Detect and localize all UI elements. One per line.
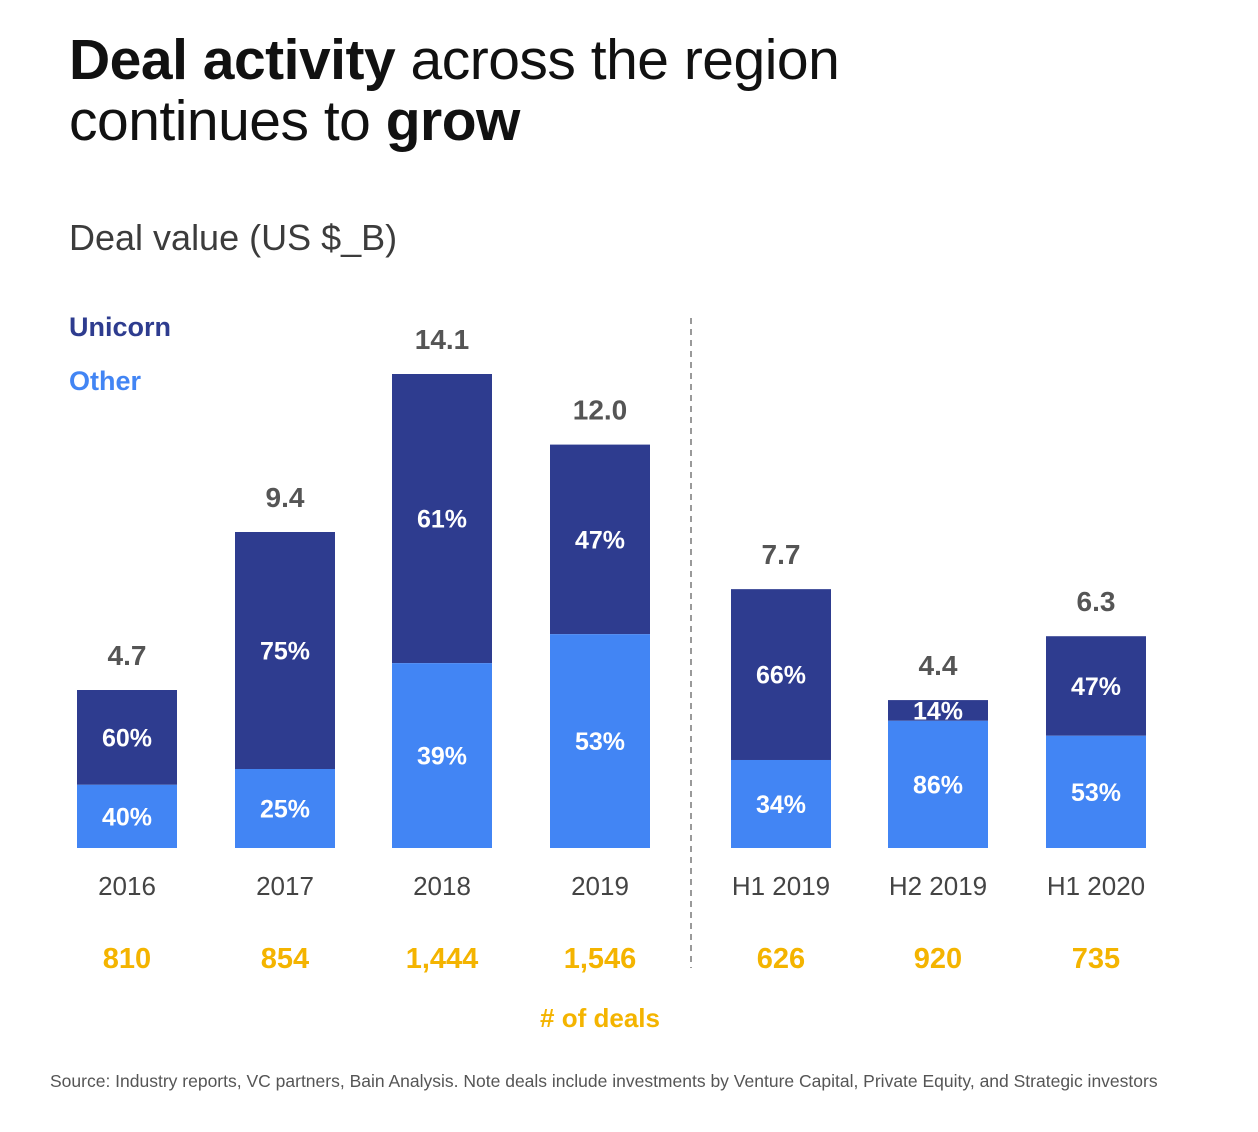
share-label-other: 40% (102, 803, 152, 831)
bar-unicorn (392, 374, 492, 664)
share-label-unicorn: 75% (260, 638, 310, 666)
total-label: 4.7 (108, 640, 147, 671)
share-label-unicorn: 14% (913, 697, 963, 725)
bar-other (1046, 735, 1146, 848)
bar-other (550, 634, 650, 848)
chart-subtitle: Deal value (US $_B) (69, 217, 398, 258)
category-label: 2017 (256, 871, 314, 901)
bar-other (235, 769, 335, 848)
deals-count: 920 (914, 943, 962, 975)
share-label-unicorn: 47% (575, 526, 625, 554)
share-label-unicorn: 47% (1071, 673, 1121, 701)
deals-caption: # of deals (540, 1003, 660, 1033)
deals-count: 810 (103, 943, 151, 975)
category-label: H1 2020 (1047, 871, 1145, 901)
legend-unicorn: Unicorn (69, 312, 172, 342)
share-label-other: 53% (1071, 779, 1121, 807)
title-light-2: continues to (69, 89, 386, 153)
source-note: Source: Industry reports, VC partners, B… (50, 1071, 1158, 1091)
bar-unicorn (235, 532, 335, 769)
category-label: 2018 (413, 871, 471, 901)
chart-title: Deal activity across the region continue… (69, 30, 1069, 152)
total-label: 9.4 (266, 482, 305, 513)
category-label: H1 2019 (732, 871, 830, 901)
share-label-other: 39% (417, 743, 467, 771)
legend-other: Other (69, 366, 142, 396)
title-light-1: across the region (395, 28, 840, 92)
total-label: 12.0 (573, 395, 628, 426)
bar-other (888, 720, 988, 848)
bar-unicorn (1046, 636, 1146, 736)
total-label: 7.7 (762, 539, 801, 570)
share-label-unicorn: 61% (417, 506, 467, 534)
share-label-other: 25% (260, 796, 310, 824)
bar-unicorn (888, 700, 988, 721)
share-label-unicorn: 60% (102, 724, 152, 752)
share-label-other: 34% (756, 791, 806, 819)
category-label: 2019 (571, 871, 629, 901)
total-label: 4.4 (919, 650, 958, 681)
share-label-unicorn: 66% (756, 662, 806, 690)
bar-other (731, 759, 831, 848)
category-label: H2 2019 (889, 871, 987, 901)
deals-count: 735 (1072, 943, 1120, 975)
share-label-other: 53% (575, 728, 625, 756)
bar-unicorn (550, 444, 650, 635)
title-bold-2: grow (385, 89, 521, 153)
deals-count: 854 (261, 943, 309, 975)
total-label: 14.1 (415, 324, 470, 355)
deals-count: 1,444 (406, 943, 479, 975)
bar-unicorn (77, 690, 177, 785)
deals-count: 626 (757, 943, 805, 975)
category-label: 2016 (98, 871, 156, 901)
title-bold-1: Deal activity (69, 28, 396, 92)
deals-count: 1,546 (564, 943, 637, 975)
share-label-other: 86% (913, 771, 963, 799)
total-label: 6.3 (1077, 586, 1116, 617)
bar-other (77, 784, 177, 848)
bar-other (392, 663, 492, 848)
bar-unicorn (731, 589, 831, 760)
